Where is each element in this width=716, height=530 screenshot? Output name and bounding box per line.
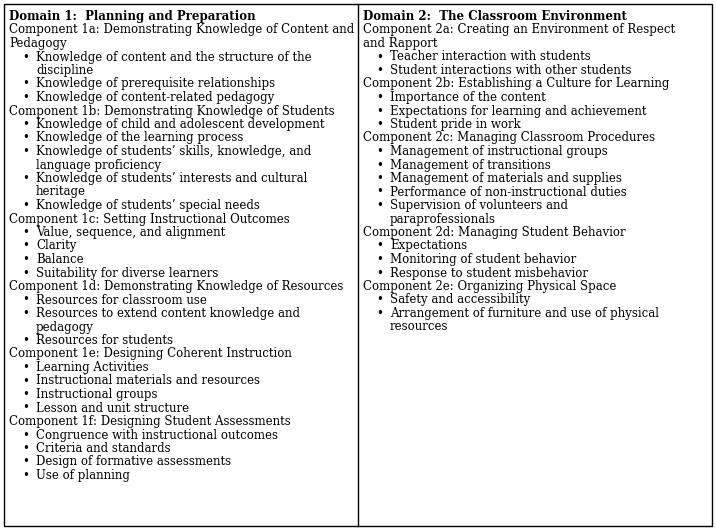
- Text: •: •: [22, 455, 29, 469]
- Text: Component 1d: Demonstrating Knowledge of Resources: Component 1d: Demonstrating Knowledge of…: [9, 280, 344, 293]
- Text: Management of transitions: Management of transitions: [390, 158, 551, 172]
- Text: •: •: [22, 361, 29, 374]
- Text: Student pride in work: Student pride in work: [390, 118, 521, 131]
- Text: Component 2b: Establishing a Culture for Learning: Component 2b: Establishing a Culture for…: [363, 77, 669, 91]
- Text: Performance of non-instructional duties: Performance of non-instructional duties: [390, 186, 626, 199]
- Text: Component 2d: Managing Student Behavior: Component 2d: Managing Student Behavior: [363, 226, 626, 239]
- Text: pedagogy: pedagogy: [36, 321, 94, 333]
- Text: Knowledge of content and the structure of the: Knowledge of content and the structure o…: [36, 50, 311, 64]
- Text: •: •: [22, 375, 29, 387]
- Text: Component 2e: Organizing Physical Space: Component 2e: Organizing Physical Space: [363, 280, 616, 293]
- Text: •: •: [376, 307, 383, 320]
- Text: discipline: discipline: [36, 64, 93, 77]
- Text: Response to student misbehavior: Response to student misbehavior: [390, 267, 588, 279]
- Text: Knowledge of content-related pedagogy: Knowledge of content-related pedagogy: [36, 91, 274, 104]
- Text: •: •: [22, 131, 29, 145]
- Text: Arrangement of furniture and use of physical: Arrangement of furniture and use of phys…: [390, 307, 659, 320]
- Text: •: •: [376, 50, 383, 64]
- Text: •: •: [376, 158, 383, 172]
- Text: Component 1c: Setting Instructional Outcomes: Component 1c: Setting Instructional Outc…: [9, 213, 290, 225]
- Text: •: •: [376, 104, 383, 118]
- Text: resources: resources: [390, 321, 448, 333]
- Text: •: •: [376, 186, 383, 199]
- Text: •: •: [22, 240, 29, 252]
- Text: Supervision of volunteers and: Supervision of volunteers and: [390, 199, 568, 212]
- Text: Resources to extend content knowledge and: Resources to extend content knowledge an…: [36, 307, 300, 320]
- Text: Knowledge of child and adolescent development: Knowledge of child and adolescent develo…: [36, 118, 324, 131]
- Text: Domain 2:  The Classroom Environment: Domain 2: The Classroom Environment: [363, 10, 627, 23]
- Text: •: •: [22, 428, 29, 441]
- Text: •: •: [22, 145, 29, 158]
- Text: Importance of the content: Importance of the content: [390, 91, 546, 104]
- Text: Criteria and standards: Criteria and standards: [36, 442, 170, 455]
- Text: •: •: [22, 294, 29, 306]
- Text: Congruence with instructional outcomes: Congruence with instructional outcomes: [36, 428, 278, 441]
- Text: •: •: [22, 307, 29, 320]
- Text: Knowledge of students’ skills, knowledge, and: Knowledge of students’ skills, knowledge…: [36, 145, 311, 158]
- Text: Expectations for learning and achievement: Expectations for learning and achievemen…: [390, 104, 647, 118]
- Text: Pedagogy: Pedagogy: [9, 37, 67, 50]
- Text: •: •: [22, 388, 29, 401]
- Text: •: •: [376, 267, 383, 279]
- Text: •: •: [22, 226, 29, 239]
- Text: Management of materials and supplies: Management of materials and supplies: [390, 172, 622, 185]
- Text: Value, sequence, and alignment: Value, sequence, and alignment: [36, 226, 226, 239]
- Text: Instructional groups: Instructional groups: [36, 388, 158, 401]
- Text: Component 1a: Demonstrating Knowledge of Content and: Component 1a: Demonstrating Knowledge of…: [9, 23, 354, 37]
- Text: Lesson and unit structure: Lesson and unit structure: [36, 402, 189, 414]
- Text: Resources for students: Resources for students: [36, 334, 173, 347]
- Text: language proficiency: language proficiency: [36, 158, 161, 172]
- Text: paraprofessionals: paraprofessionals: [390, 213, 496, 225]
- Text: •: •: [376, 118, 383, 131]
- Text: Design of formative assessments: Design of formative assessments: [36, 455, 231, 469]
- Text: Teacher interaction with students: Teacher interaction with students: [390, 50, 591, 64]
- Text: •: •: [22, 91, 29, 104]
- Text: •: •: [22, 172, 29, 185]
- Text: •: •: [22, 267, 29, 279]
- Text: •: •: [22, 199, 29, 212]
- Text: Clarity: Clarity: [36, 240, 77, 252]
- Text: •: •: [376, 64, 383, 77]
- Text: heritage: heritage: [36, 186, 86, 199]
- Text: Monitoring of student behavior: Monitoring of student behavior: [390, 253, 576, 266]
- Text: Component 2a: Creating an Environment of Respect: Component 2a: Creating an Environment of…: [363, 23, 675, 37]
- Text: •: •: [22, 50, 29, 64]
- Text: •: •: [22, 334, 29, 347]
- Text: Knowledge of the learning process: Knowledge of the learning process: [36, 131, 243, 145]
- Text: Component 2c: Managing Classroom Procedures: Component 2c: Managing Classroom Procedu…: [363, 131, 655, 145]
- Text: Expectations: Expectations: [390, 240, 467, 252]
- Text: Domain 1:  Planning and Preparation: Domain 1: Planning and Preparation: [9, 10, 256, 23]
- Text: Student interactions with other students: Student interactions with other students: [390, 64, 632, 77]
- Text: •: •: [22, 402, 29, 414]
- Text: •: •: [376, 199, 383, 212]
- Text: •: •: [22, 118, 29, 131]
- Text: Knowledge of students’ special needs: Knowledge of students’ special needs: [36, 199, 260, 212]
- Text: •: •: [376, 172, 383, 185]
- Text: •: •: [376, 145, 383, 158]
- Text: •: •: [376, 240, 383, 252]
- Text: Suitability for diverse learners: Suitability for diverse learners: [36, 267, 218, 279]
- Text: •: •: [22, 253, 29, 266]
- Text: Knowledge of prerequisite relationships: Knowledge of prerequisite relationships: [36, 77, 275, 91]
- Text: •: •: [376, 253, 383, 266]
- Text: Learning Activities: Learning Activities: [36, 361, 149, 374]
- Text: Knowledge of students’ interests and cultural: Knowledge of students’ interests and cul…: [36, 172, 307, 185]
- Text: •: •: [22, 442, 29, 455]
- Text: •: •: [22, 469, 29, 482]
- Text: Component 1b: Demonstrating Knowledge of Students: Component 1b: Demonstrating Knowledge of…: [9, 104, 334, 118]
- Text: Use of planning: Use of planning: [36, 469, 130, 482]
- Text: Management of instructional groups: Management of instructional groups: [390, 145, 608, 158]
- Text: •: •: [376, 91, 383, 104]
- Text: and Rapport: and Rapport: [363, 37, 437, 50]
- Text: •: •: [22, 77, 29, 91]
- Text: Component 1e: Designing Coherent Instruction: Component 1e: Designing Coherent Instruc…: [9, 348, 292, 360]
- Text: Balance: Balance: [36, 253, 84, 266]
- Text: Instructional materials and resources: Instructional materials and resources: [36, 375, 260, 387]
- Text: •: •: [376, 294, 383, 306]
- Text: Resources for classroom use: Resources for classroom use: [36, 294, 207, 306]
- Text: Component 1f: Designing Student Assessments: Component 1f: Designing Student Assessme…: [9, 415, 291, 428]
- Text: Safety and accessibility: Safety and accessibility: [390, 294, 531, 306]
